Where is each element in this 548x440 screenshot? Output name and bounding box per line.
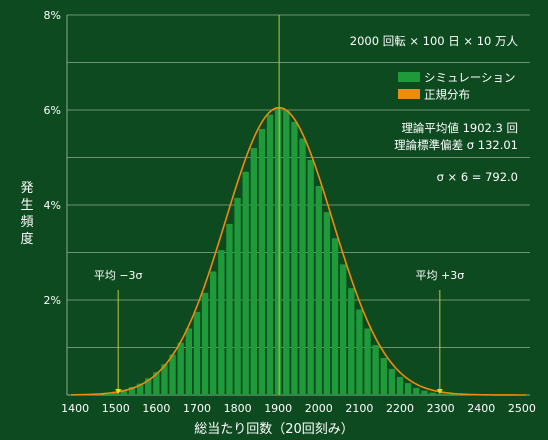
bar (275, 107, 282, 395)
bar (218, 250, 225, 395)
normal-curve (71, 106, 526, 396)
bar (234, 197, 241, 395)
bar (242, 171, 249, 395)
bar (437, 393, 444, 395)
bar (380, 357, 387, 395)
bar (372, 345, 379, 395)
bar (128, 386, 136, 395)
legend-label: 正規分布 (424, 88, 470, 102)
bar (226, 224, 233, 395)
y-axis-label: 発生頻度 (20, 181, 34, 247)
x-tick-label: 1600 (142, 402, 170, 415)
bar (120, 389, 128, 395)
bar (315, 186, 322, 395)
y-tick-label: 6% (44, 104, 61, 117)
bar (445, 394, 452, 395)
bar (396, 376, 404, 395)
bar (388, 368, 396, 395)
x-tick-label: 1500 (102, 402, 130, 415)
bar (169, 354, 176, 395)
bar (185, 328, 193, 395)
x-tick-label: 2200 (386, 402, 414, 415)
bar (250, 148, 257, 395)
bar (421, 390, 428, 395)
legend-swatch (398, 89, 420, 99)
y-tick-label: 4% (44, 199, 61, 212)
x-tick-label: 2100 (345, 402, 373, 415)
x-axis-label: 総当たり回数（20回刻み） (194, 422, 354, 437)
bar (136, 383, 144, 395)
bar (193, 311, 201, 395)
legend-label: シミュレーション (424, 71, 516, 85)
bar (429, 392, 436, 395)
bar (340, 264, 347, 395)
x-tick-label: 2500 (508, 402, 536, 415)
bar (283, 110, 290, 395)
bar (331, 238, 339, 395)
bar (404, 383, 412, 395)
bar (413, 387, 420, 395)
bar (291, 121, 298, 395)
info-line: 理論平均値 1902.3 回 (401, 121, 518, 135)
x-tick-label: 1800 (224, 402, 252, 415)
info-line: 理論標準偏差 σ 132.01 (394, 138, 518, 152)
x-tick-label: 2000 (305, 402, 333, 415)
bar (348, 288, 355, 395)
bar (323, 212, 331, 395)
x-tick-label: 1900 (264, 402, 292, 415)
x-tick-label: 2400 (467, 402, 495, 415)
x-tick-label: 2300 (427, 402, 455, 415)
sigma-arrow (115, 389, 122, 394)
legend-swatch (398, 72, 420, 82)
sigma-label: 平均 +3σ (415, 269, 464, 282)
sigma-arrow (436, 389, 443, 394)
bar (210, 271, 217, 395)
info-line: 2000 回転 × 100 日 × 10 万人 (350, 34, 519, 48)
bar (364, 328, 371, 395)
y-tick-label: 8% (44, 9, 61, 22)
bar (356, 309, 363, 395)
bar (201, 292, 209, 395)
bar (153, 372, 160, 395)
bar (177, 342, 184, 395)
bar (161, 364, 168, 395)
bar (258, 129, 266, 395)
bar (307, 159, 314, 395)
bar (299, 138, 306, 395)
bar (112, 391, 119, 395)
y-tick-label: 2% (44, 294, 61, 307)
bar (266, 114, 274, 395)
sigma-label: 平均 −3σ (94, 269, 143, 282)
bar (145, 378, 152, 395)
x-tick-label: 1700 (183, 402, 211, 415)
info-line: σ × 6 = 792.0 (437, 170, 518, 184)
x-tick-label: 1400 (61, 402, 89, 415)
